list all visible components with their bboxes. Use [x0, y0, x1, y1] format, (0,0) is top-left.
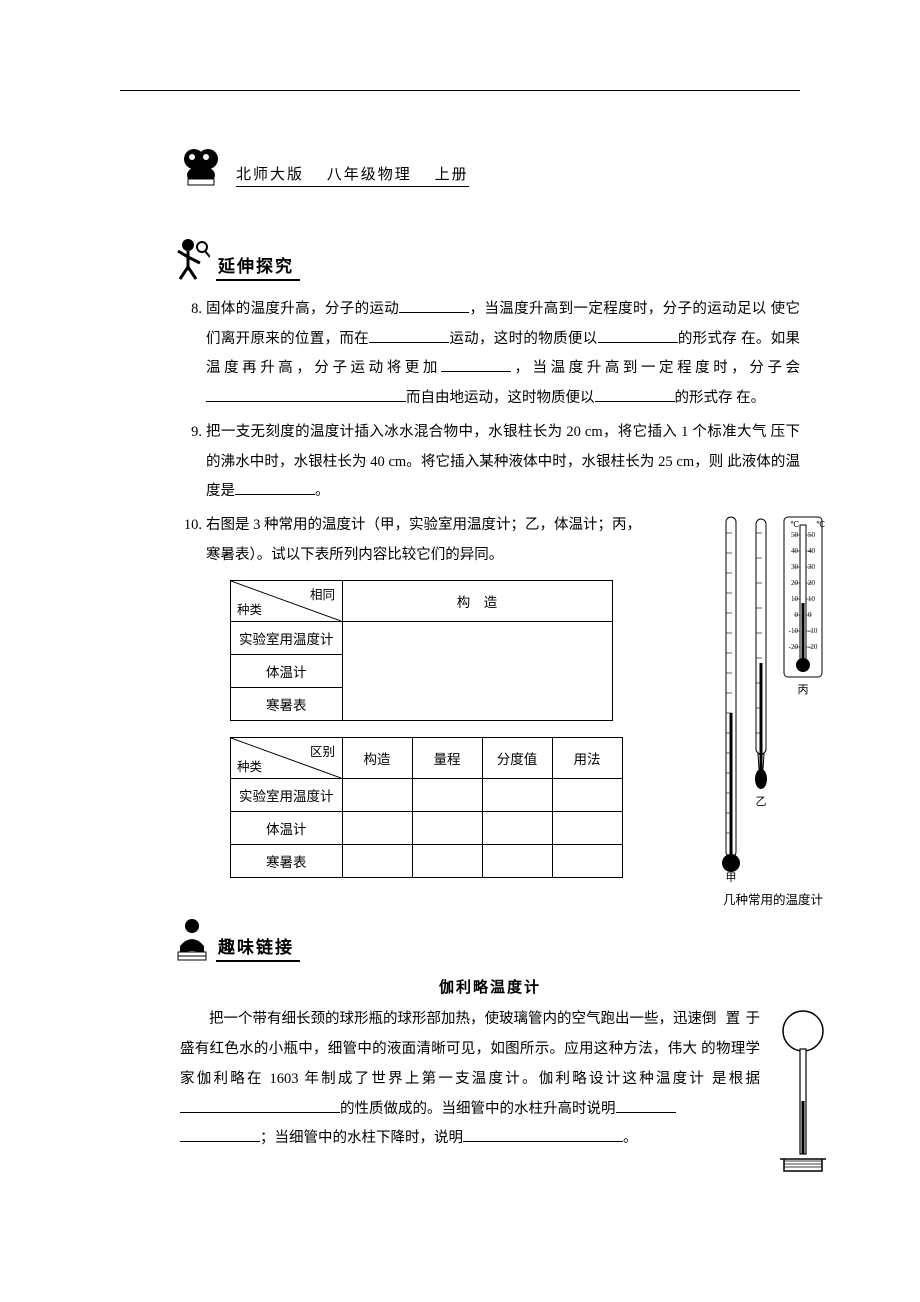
blank[interactable] [441, 357, 511, 373]
cell[interactable] [342, 779, 412, 812]
figure-extend-icon [174, 237, 210, 281]
cell[interactable] [342, 812, 412, 845]
q10-num: 10. [180, 511, 206, 894]
svg-text:丙: 丙 [798, 684, 809, 696]
q8-t10: 在。 [736, 390, 765, 406]
fun-article-title: 伽利略温度计 [180, 976, 800, 997]
q10-l2: 寒暑表）。试以下表所列内容比较它们的异同。 [206, 547, 503, 563]
blank[interactable] [180, 1126, 260, 1142]
t2-c3: 分度值 [482, 738, 552, 779]
figure-fun-icon [174, 918, 210, 962]
diag-cell: 区别 种类 [231, 738, 341, 778]
q8-num: 8. [180, 295, 206, 414]
cell[interactable] [412, 845, 482, 878]
q8-t9: 的形式存 [675, 390, 733, 406]
q8-body: 固体的温度升高，分子的运动，当温度升高到一定程度时，分子的运动足以 使它们离开原… [206, 295, 800, 414]
diag-left: 种类 [237, 756, 262, 775]
book-header: 北师大版 八年级物理 上册 [180, 145, 800, 187]
blank[interactable] [369, 327, 449, 343]
q9-body: 把一支无刻度的温度计插入冰水混合物中，水银柱长为 20 cm，将它插入 1 个标… [206, 418, 800, 507]
q8-t8: 而自由地运动，这时物质便以 [406, 390, 595, 406]
t1-r1: 实验室用温度计 [231, 622, 343, 655]
question-9: 9. 把一支无刻度的温度计插入冰水混合物中，水银柱长为 20 cm，将它插入 1… [180, 418, 800, 507]
blank[interactable] [616, 1097, 676, 1113]
blank[interactable] [595, 386, 675, 402]
q10-l1: 右图是 3 种常用的温度计（甲，实验室用温度计；乙，体温计；丙， [206, 517, 641, 533]
question-10: 10. 右图是 3 种常用的温度计（甲，实验室用温度计；乙，体温计；丙， 寒暑表… [180, 511, 800, 894]
t1-r3: 寒暑表 [231, 688, 343, 721]
thermometers-figure: 甲 乙 [718, 513, 828, 883]
q8-t2: ，当温度升高到一定程度时，分子的运动足以 [469, 301, 767, 317]
section-extend-title: 延伸探究 [216, 252, 300, 281]
fun-l5a: ；当细管中的水柱下降时，说明 [260, 1130, 463, 1146]
publisher: 北师大版 [236, 167, 304, 183]
cell[interactable] [482, 812, 552, 845]
q9-l1: 把一支无刻度的温度计插入冰水混合物中，水银柱长为 20 cm，将它插入 1 个标… [206, 424, 767, 440]
blank[interactable] [399, 297, 469, 313]
cell[interactable] [482, 845, 552, 878]
blank[interactable] [598, 327, 678, 343]
blank[interactable] [206, 386, 406, 402]
fun-l4a: 是根据 [712, 1071, 760, 1087]
diag-top: 区别 [310, 741, 335, 760]
blank[interactable] [180, 1097, 340, 1113]
thermometers-caption: 几种常用的温度计 [718, 889, 828, 908]
q8-t4: 运动，这时的物质便以 [449, 331, 598, 347]
diag-left: 种类 [237, 599, 262, 618]
q8-t7: ，当温度升高到一定程度时，分子会 [511, 360, 800, 376]
q10-body: 右图是 3 种常用的温度计（甲，实验室用温度计；乙，体温计；丙， 寒暑表）。试以… [206, 511, 800, 894]
cell[interactable] [412, 779, 482, 812]
t2-r2: 体温计 [231, 812, 343, 845]
cell[interactable] [412, 812, 482, 845]
mascot-icon [180, 145, 222, 187]
cell[interactable] [552, 845, 622, 878]
book-header-text: 北师大版 八年级物理 上册 [236, 163, 469, 187]
blank[interactable] [463, 1126, 623, 1142]
t1-r2: 体温计 [231, 655, 343, 688]
cell[interactable] [552, 779, 622, 812]
blank[interactable] [235, 479, 315, 495]
t2-r1: 实验室用温度计 [231, 779, 343, 812]
section-extend-head: 延伸探究 [174, 237, 800, 281]
grade: 八年级物理 [327, 167, 412, 183]
svg-text:乙: 乙 [756, 795, 767, 808]
t2-c4: 用法 [552, 738, 622, 779]
galileo-thermometer-icon [776, 1009, 830, 1179]
t2-c1: 构造 [342, 738, 412, 779]
svg-text:℃: ℃ [816, 520, 825, 529]
cell[interactable] [482, 779, 552, 812]
thermometers-icon: 甲 乙 [718, 513, 828, 883]
cell[interactable] [342, 845, 412, 878]
page-content: 北师大版 八年级物理 上册 延伸探究 8. 固体的温度升高，分子的运动 ，当温度升… [0, 90, 920, 1154]
question-8: 8. 固体的温度升高，分子的运动，当温度升高到一定程度时，分子的运动足以 使它们… [180, 295, 800, 414]
volume: 上册 [435, 167, 469, 183]
section-fun-title: 趣味链接 [216, 933, 300, 962]
q8-t5: 的形式存 [678, 331, 738, 347]
fun-l1: 把一个带有细长颈的球形瓶的球形部加热，使玻璃管内的空气跑出一些，迅速倒 [180, 1005, 717, 1035]
t1-answer-cell[interactable] [342, 622, 612, 721]
q9-l3b: 。 [315, 483, 330, 499]
section-fun-head: 趣味链接 [174, 918, 800, 962]
diag-top: 相同 [310, 584, 335, 603]
svg-text:甲: 甲 [726, 872, 737, 883]
svg-text:℃: ℃ [790, 520, 799, 529]
q10-table-same: 相同 种类 构 造 实验室用温度计 体温计 寒暑表 [230, 580, 613, 721]
cell[interactable] [552, 812, 622, 845]
t1-col: 构 造 [342, 581, 612, 622]
t2-c2: 量程 [412, 738, 482, 779]
diag-cell: 相同 种类 [231, 581, 341, 621]
fun-l5b: 。 [623, 1130, 638, 1146]
fun-body: 把一个带有细长颈的球形瓶的球形部加热，使玻璃管内的空气跑出一些，迅速倒 置于盛有… [180, 1005, 800, 1154]
t2-r3: 寒暑表 [231, 845, 343, 878]
q10-table-diff: 区别 种类 构造 量程 分度值 用法 实验室用温度计 体温计 寒暑表 [230, 737, 623, 878]
fun-l4b: 的性质做成的。当细管中的水柱升高时说明 [340, 1101, 616, 1117]
q9-num: 9. [180, 418, 206, 507]
q8-t1: 固体的温度升高，分子的运动 [206, 301, 399, 317]
